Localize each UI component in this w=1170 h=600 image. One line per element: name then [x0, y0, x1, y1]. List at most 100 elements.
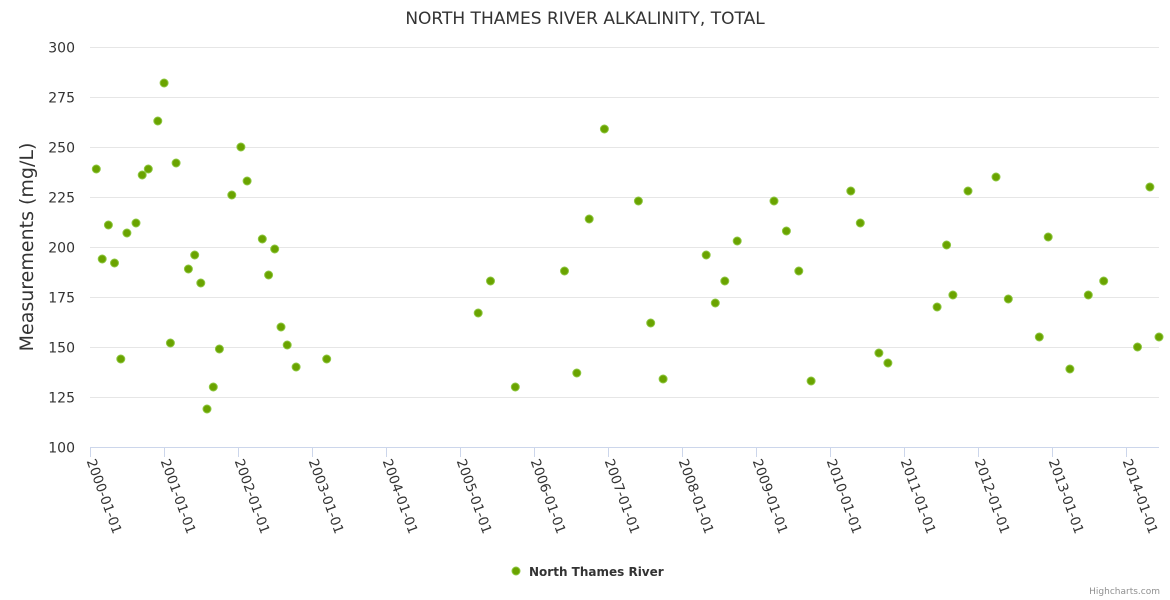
data-point	[963, 186, 973, 196]
x-tick-label: 2000-01-01	[83, 457, 125, 536]
y-axis-ticks: 100 125 150 175 200 225 250 275 300	[48, 41, 75, 457]
data-point	[196, 278, 206, 288]
data-point	[276, 322, 286, 332]
data-point	[769, 196, 779, 206]
data-point	[942, 240, 952, 250]
data-point	[214, 344, 224, 354]
y-axis-label: Measurements (mg/L)	[16, 143, 38, 352]
chart-title: NORTH THAMES RIVER ALKALINITY, TOTAL	[405, 9, 765, 29]
data-point	[190, 250, 200, 260]
data-point	[131, 218, 141, 228]
data-point	[1145, 182, 1155, 192]
y-tick-label: 250	[48, 141, 75, 157]
data-point	[510, 382, 520, 392]
data-point	[159, 78, 169, 88]
data-point	[855, 218, 865, 228]
data-point	[806, 376, 816, 386]
data-point	[599, 124, 609, 134]
y-tick-label: 100	[48, 441, 75, 457]
x-axis-ticks: 2000-01-01 2001-01-01 2002-01-01 2003-01-01…	[83, 447, 1161, 536]
data-point	[794, 266, 804, 276]
y-tick-label: 225	[48, 191, 75, 207]
credits-link[interactable]: Highcharts.com	[1089, 587, 1160, 597]
data-point	[720, 276, 730, 286]
grid	[90, 47, 1159, 398]
data-point	[257, 234, 267, 244]
data-point	[202, 404, 212, 414]
data-point	[242, 176, 252, 186]
data-point	[584, 214, 594, 224]
y-tick-label: 300	[48, 41, 75, 57]
y-tick-label: 275	[48, 91, 75, 107]
data-point	[137, 170, 147, 180]
data-point	[1034, 332, 1044, 342]
data-point	[282, 340, 292, 350]
data-point	[1099, 276, 1109, 286]
data-point	[1133, 342, 1142, 352]
data-point	[633, 196, 643, 206]
y-tick-label: 175	[48, 291, 75, 307]
data-point	[291, 362, 301, 372]
data-point	[270, 244, 280, 254]
y-tick-label: 125	[48, 391, 75, 407]
data-point	[103, 220, 113, 230]
x-tick-label: 2008-01-01	[675, 457, 717, 536]
data-point	[560, 266, 569, 276]
y-tick-label: 150	[48, 341, 75, 357]
data-point	[732, 236, 742, 246]
data-point	[1043, 232, 1053, 242]
data-point	[116, 354, 126, 364]
data-point	[658, 374, 668, 384]
data-point	[1083, 290, 1093, 300]
series-points	[91, 78, 1164, 414]
data-point	[948, 290, 958, 300]
data-point	[991, 172, 1001, 182]
data-point	[710, 298, 720, 308]
x-tick-label: 2004-01-01	[379, 457, 421, 536]
data-point	[165, 338, 175, 348]
data-point	[322, 354, 332, 364]
data-point	[1154, 332, 1164, 342]
x-tick-label: 2002-01-01	[231, 457, 273, 536]
x-tick-label: 2012-01-01	[971, 457, 1013, 536]
data-point	[1065, 364, 1075, 374]
data-point	[781, 226, 791, 236]
data-point	[572, 368, 582, 378]
x-tick-label: 2005-01-01	[453, 457, 495, 536]
data-point	[97, 254, 107, 264]
data-point	[874, 348, 884, 358]
y-tick-label: 200	[48, 241, 75, 257]
x-tick-label: 2001-01-01	[157, 457, 199, 536]
legend-marker	[511, 566, 521, 576]
x-tick-label: 2010-01-01	[823, 457, 865, 536]
data-point	[932, 302, 942, 312]
x-tick-label: 2006-01-01	[527, 457, 569, 536]
x-tick-label: 2003-01-01	[305, 457, 347, 536]
data-point	[122, 228, 132, 238]
data-point	[883, 358, 893, 368]
x-tick-label: 2007-01-01	[601, 457, 643, 536]
data-point	[208, 382, 218, 392]
data-point	[264, 270, 274, 280]
data-point	[846, 186, 856, 196]
data-point	[183, 264, 193, 274]
data-point	[143, 164, 153, 174]
x-tick-label: 2011-01-01	[897, 457, 939, 536]
data-point	[153, 116, 163, 126]
data-point	[701, 250, 711, 260]
x-tick-label: 2009-01-01	[749, 457, 791, 536]
data-point	[236, 142, 246, 152]
data-point	[227, 190, 237, 200]
data-point	[171, 158, 181, 168]
x-tick-label: 2014-01-01	[1119, 457, 1161, 536]
legend[interactable]: North Thames River	[511, 565, 664, 579]
data-point	[91, 164, 101, 174]
data-point	[486, 276, 495, 286]
data-point	[473, 308, 483, 318]
data-point	[1003, 294, 1013, 304]
x-tick-label: 2013-01-01	[1045, 457, 1087, 536]
data-point	[110, 258, 119, 268]
legend-label[interactable]: North Thames River	[529, 565, 664, 579]
data-point	[646, 318, 656, 328]
